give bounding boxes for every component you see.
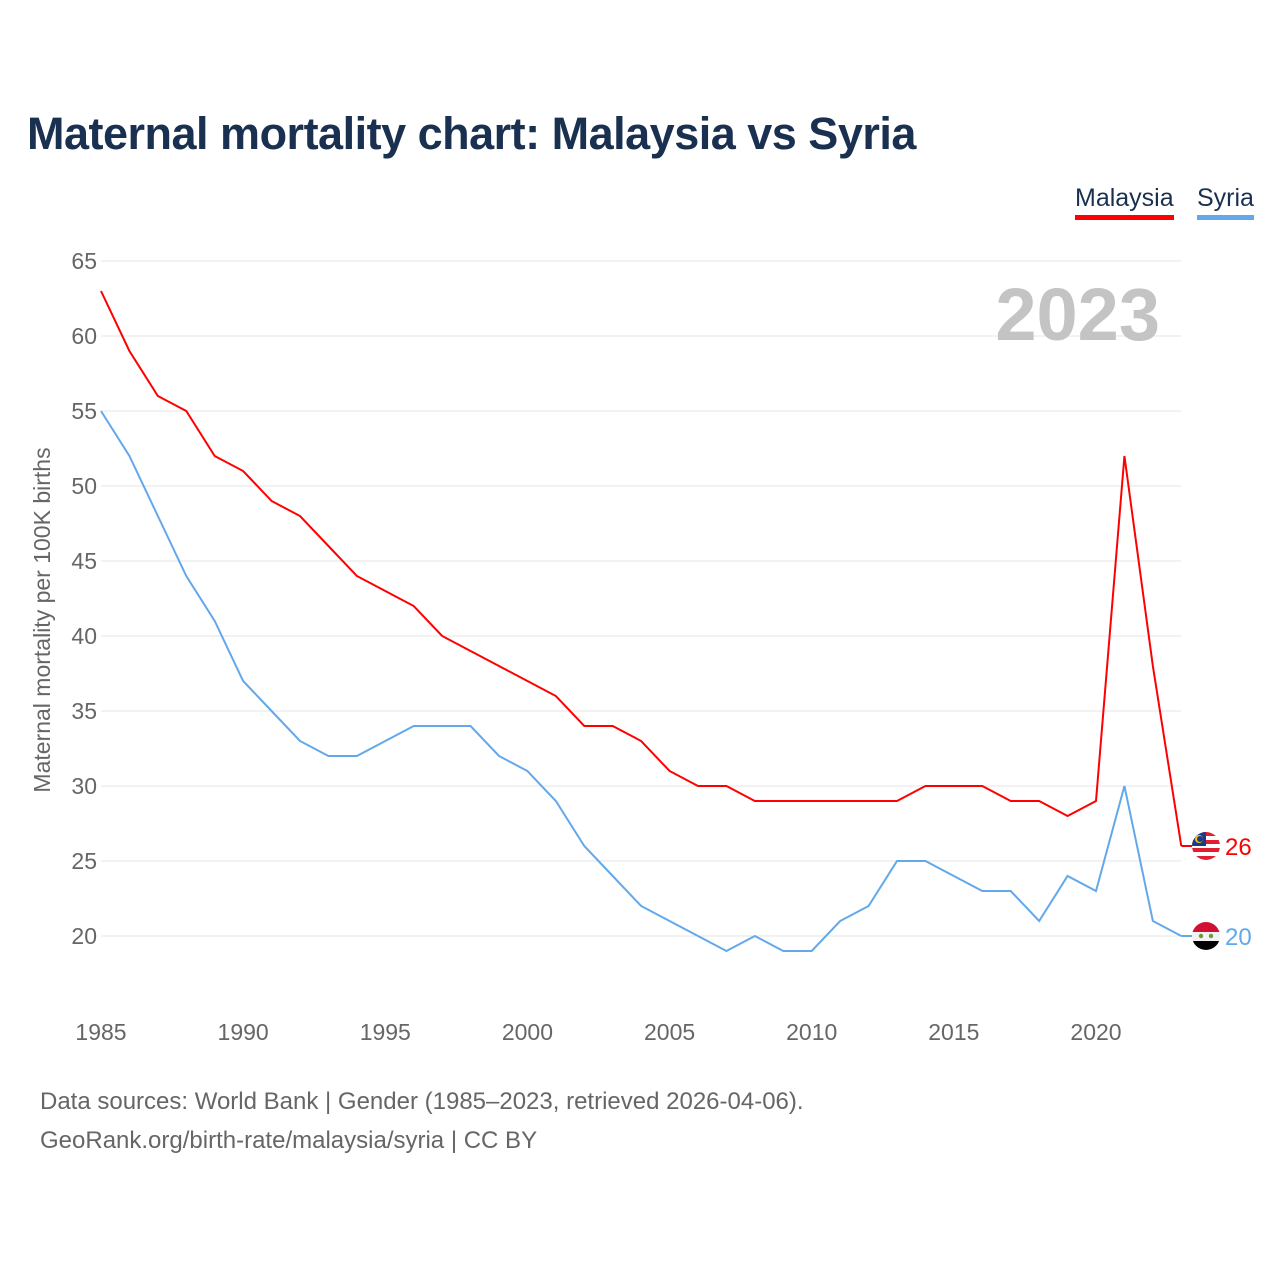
series-line-malaysia	[100, 290, 1183, 847]
end-value-label-malaysia: 26	[1225, 834, 1252, 861]
malaysia-flag-icon	[1192, 832, 1220, 860]
legend-malaysia[interactable]: Malaysia	[1075, 184, 1174, 220]
syria-flag-icon	[1192, 922, 1220, 950]
y-axis-label: Maternal mortality per 100K births	[29, 447, 55, 792]
y-tick-label: 20	[71, 923, 97, 949]
y-tick-label: 50	[71, 473, 97, 499]
footer-credit: GeoRank.org/birth-rate/malaysia/syria | …	[40, 1127, 538, 1154]
x-tick-label: 1995	[360, 1019, 411, 1045]
footer-source: Data sources: World Bank | Gender (1985–…	[40, 1088, 804, 1115]
y-tick-label: 30	[71, 773, 97, 799]
end-value-label-syria: 20	[1225, 924, 1252, 951]
x-tick-label: 2005	[644, 1019, 695, 1045]
x-tick-label: 2015	[928, 1019, 979, 1045]
y-tick-label: 65	[71, 248, 97, 274]
y-tick-label: 60	[71, 323, 97, 349]
x-tick-label: 2020	[1070, 1019, 1121, 1045]
x-tick-label: 1985	[75, 1019, 126, 1045]
y-tick-label: 35	[71, 698, 97, 724]
x-tick-label: 1990	[218, 1019, 269, 1045]
x-tick-label: 2000	[502, 1019, 553, 1045]
y-tick-label: 45	[71, 548, 97, 574]
legend-syria[interactable]: Syria	[1197, 184, 1254, 220]
chart-title: Maternal mortality chart: Malaysia vs Sy…	[27, 108, 916, 159]
series-line-syria	[100, 410, 1182, 953]
y-tick-label: 55	[71, 398, 97, 424]
x-tick-label: 2010	[786, 1019, 837, 1045]
year-watermark: 2023	[995, 273, 1160, 356]
y-tick-label: 25	[71, 848, 97, 874]
y-tick-label: 40	[71, 623, 97, 649]
